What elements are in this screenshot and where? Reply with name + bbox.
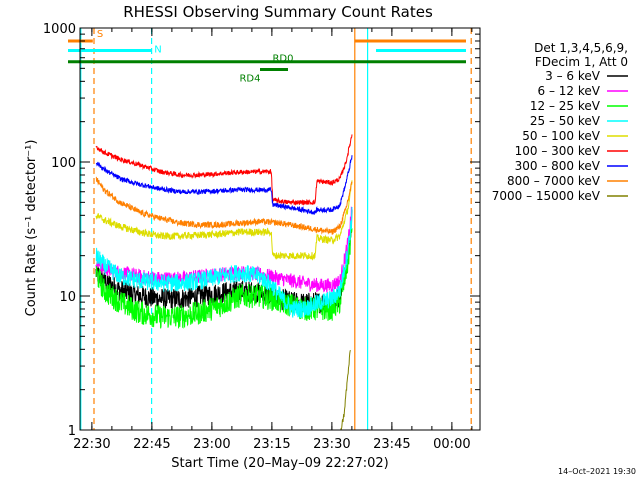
legend-label-2: 12 – 25 keV [530, 99, 601, 113]
x-tick-label-1: 22:45 [133, 437, 170, 452]
legend-label-4: 50 – 100 keV [522, 129, 601, 143]
state-bar-label-s: S [97, 29, 103, 40]
state-bar-label-rd4: RD4 [239, 74, 260, 85]
y-axis: 1 10 100 1000 [43, 22, 480, 439]
legend-label-8: 7000 – 15000 keV [492, 189, 601, 203]
series-line-7 [95, 176, 353, 235]
x-tick-label-0: 22:30 [73, 437, 110, 452]
chart-title: RHESSI Observing Summary Count Rates [123, 3, 433, 21]
y-tick-label-3: 1000 [43, 22, 76, 37]
footer-timestamp: 14–Oct–2021 19:30 [558, 467, 636, 476]
y-tick-label-2: 100 [51, 156, 76, 171]
plot-area: S N RD0 RD4 [68, 27, 481, 431]
x-tick-label-4: 23:30 [313, 437, 350, 452]
legend-label-6: 300 – 800 keV [515, 159, 601, 173]
legend-label-0: 3 – 6 keV [545, 69, 601, 83]
series-line-8 [340, 349, 351, 430]
x-axis-label: Start Time (20–May–09 22:27:02) [171, 456, 388, 471]
y-tick-label-1: 10 [59, 290, 76, 305]
x-tick-label-6: 00:00 [433, 437, 470, 452]
legend-header-1: FDecim 1, Att 0 [535, 55, 628, 69]
series-line-3 [95, 206, 353, 319]
x-tick-label-2: 23:00 [193, 437, 230, 452]
state-bar-label-rd0: RD0 [272, 54, 293, 65]
series-group [95, 134, 353, 430]
legend: Det 1,3,4,5,6,9,FDecim 1, Att 03 – 6 keV… [492, 41, 628, 203]
legend-label-7: 800 – 7000 keV [507, 174, 601, 188]
legend-label-3: 25 – 50 keV [530, 114, 601, 128]
state-bar-label-n: N [154, 44, 161, 55]
series-line-6 [95, 155, 353, 215]
x-tick-label-5: 23:45 [373, 437, 410, 452]
series-line-4 [95, 180, 353, 261]
x-tick-label-3: 23:15 [253, 437, 290, 452]
legend-header-0: Det 1,3,4,5,6,9, [534, 41, 628, 55]
legend-label-5: 100 – 300 keV [515, 144, 601, 158]
y-axis-label: Count Rate (s⁻¹ detector⁻¹) [24, 140, 39, 317]
plot-frame [79, 27, 481, 431]
y-tick-label-0: 1 [68, 424, 76, 439]
x-axis: 22:30 22:45 23:00 23:15 23:30 23:45 00:00 [73, 28, 473, 452]
legend-label-1: 6 – 12 keV [538, 84, 601, 98]
series-line-5 [95, 134, 353, 206]
